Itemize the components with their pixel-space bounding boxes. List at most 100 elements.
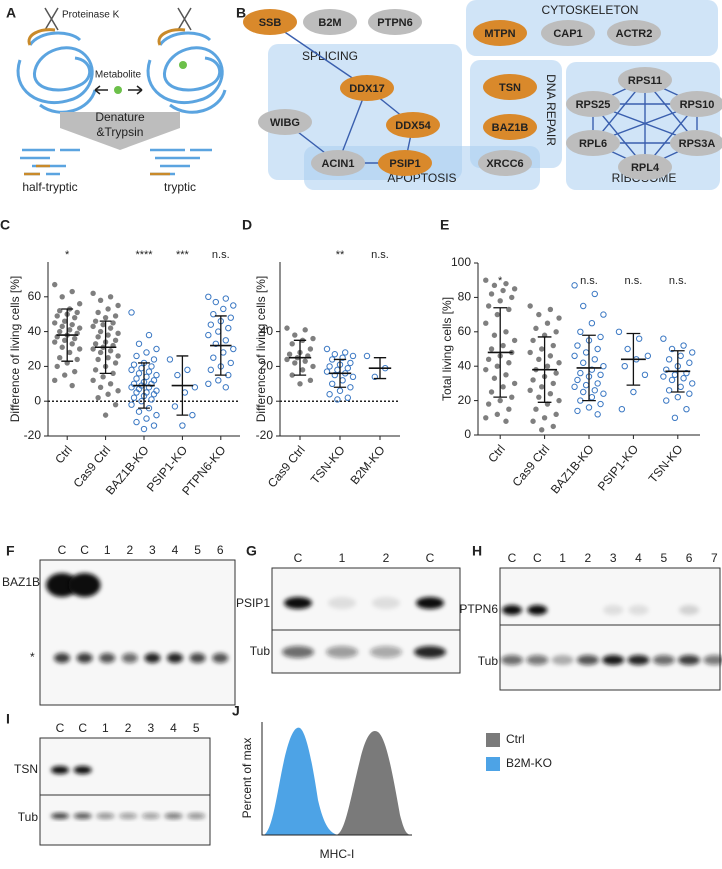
data-point bbox=[145, 368, 153, 375]
data-point bbox=[225, 324, 232, 332]
lane-label: 2 bbox=[125, 721, 132, 735]
panel-a: A Proteinase K Metabolite Denature &Tryp… bbox=[6, 5, 227, 194]
data-point bbox=[621, 363, 628, 370]
data-point bbox=[671, 371, 679, 378]
data-point bbox=[594, 411, 601, 418]
blot-band bbox=[414, 646, 446, 658]
panel-letter: A bbox=[6, 5, 16, 21]
data-point bbox=[207, 366, 215, 374]
y-tick-label: 40 bbox=[28, 324, 42, 338]
data-point bbox=[90, 377, 96, 384]
blot-band bbox=[51, 766, 69, 774]
data-point bbox=[71, 368, 78, 375]
node-label: RPL6 bbox=[579, 138, 607, 150]
data-point bbox=[230, 345, 237, 353]
lane-label: C bbox=[508, 551, 517, 565]
data-point bbox=[527, 303, 533, 309]
data-point bbox=[641, 371, 649, 378]
row-label: Tub bbox=[478, 654, 499, 668]
network-node bbox=[378, 150, 432, 176]
significance-label: n.s. bbox=[625, 275, 643, 287]
data-point bbox=[135, 340, 143, 347]
node-label: PTPN6 bbox=[377, 17, 412, 29]
blot-frame bbox=[39, 794, 211, 846]
significance-label: n.s. bbox=[580, 275, 598, 287]
data-point bbox=[289, 341, 295, 347]
blot-band bbox=[51, 813, 69, 819]
data-point bbox=[539, 346, 545, 352]
metabolite-dot bbox=[114, 86, 122, 94]
data-point bbox=[342, 349, 349, 356]
data-point bbox=[497, 397, 503, 404]
data-point bbox=[105, 355, 111, 361]
data-point bbox=[205, 380, 212, 387]
peptides bbox=[24, 164, 50, 176]
data-point bbox=[62, 337, 68, 343]
protein-loop bbox=[157, 28, 186, 46]
data-point bbox=[588, 320, 596, 327]
data-point bbox=[550, 423, 556, 430]
data-point bbox=[52, 377, 58, 384]
y-tick-label: 40 bbox=[260, 324, 274, 338]
data-point bbox=[299, 367, 306, 373]
blot-band bbox=[284, 597, 312, 609]
process-arrow bbox=[60, 112, 180, 150]
data-point bbox=[588, 393, 596, 401]
lane-label: 2 bbox=[126, 543, 133, 557]
data-point bbox=[483, 366, 489, 373]
y-tick-label: 20 bbox=[458, 393, 472, 407]
sd-bar bbox=[99, 320, 112, 375]
data-point bbox=[59, 323, 65, 330]
data-point bbox=[556, 397, 562, 404]
lane-label: 6 bbox=[217, 543, 224, 557]
data-point bbox=[683, 369, 690, 377]
data-point bbox=[539, 427, 545, 433]
data-point bbox=[544, 320, 551, 326]
data-point bbox=[97, 297, 104, 303]
data-point bbox=[574, 407, 581, 415]
data-point bbox=[533, 325, 539, 332]
lane-label: 4 bbox=[172, 543, 179, 557]
y-axis-label: Difference of living cells [%] bbox=[8, 276, 22, 423]
data-point bbox=[553, 411, 559, 418]
data-point bbox=[76, 346, 83, 352]
significance-label: ** bbox=[336, 249, 345, 261]
data-point bbox=[677, 352, 684, 360]
y-tick-label: 20 bbox=[28, 359, 42, 373]
y-tick-label: 40 bbox=[458, 358, 472, 372]
panel-letter: H bbox=[472, 543, 482, 559]
data-point bbox=[92, 341, 99, 347]
data-point bbox=[323, 345, 331, 353]
data-point bbox=[683, 406, 690, 413]
data-point bbox=[582, 381, 590, 389]
lane-label: C bbox=[294, 551, 303, 565]
blot-band bbox=[372, 597, 400, 609]
lane-label: 1 bbox=[102, 721, 109, 735]
node-label: SSB bbox=[259, 17, 282, 29]
sd-bar bbox=[670, 350, 685, 393]
y-tick-label: -20 bbox=[24, 428, 42, 442]
metabolite-label: Metabolite bbox=[95, 70, 142, 81]
blot-band bbox=[46, 573, 78, 597]
data-point bbox=[128, 384, 135, 391]
data-point bbox=[57, 328, 63, 335]
row-label: TSN bbox=[14, 762, 38, 776]
data-point bbox=[547, 391, 554, 397]
data-point bbox=[112, 401, 119, 408]
lane-label: C bbox=[426, 551, 435, 565]
blot-band bbox=[603, 605, 624, 615]
data-point bbox=[145, 331, 153, 339]
group-label: DNA REPAIR bbox=[544, 74, 558, 146]
data-point bbox=[677, 383, 684, 391]
x-tick-label: TSN-KO bbox=[646, 442, 686, 486]
data-point bbox=[59, 344, 65, 350]
data-point bbox=[76, 325, 83, 331]
data-point bbox=[509, 394, 515, 400]
panel-letter: B bbox=[236, 5, 246, 21]
y-tick-label: 0 bbox=[266, 393, 273, 407]
data-point bbox=[189, 411, 196, 419]
node-label: RPS25 bbox=[576, 99, 611, 111]
data-point bbox=[166, 356, 174, 363]
group-label: SPLICING bbox=[302, 49, 358, 63]
